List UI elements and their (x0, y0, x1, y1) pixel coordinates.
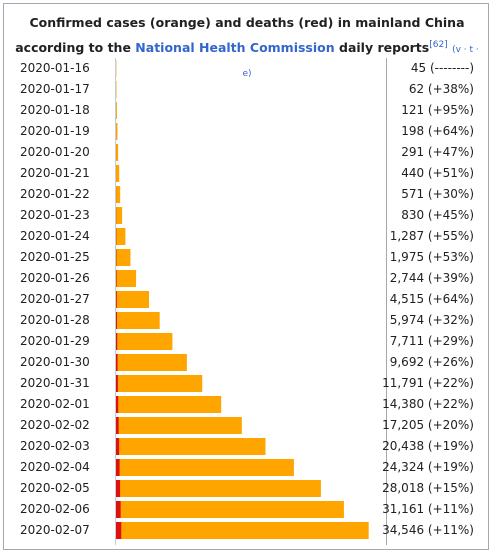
cases-bar (116, 375, 203, 392)
value-label: 14,380 (+22%) (382, 397, 474, 411)
deaths-bar (116, 354, 118, 371)
cases-bar (116, 459, 294, 476)
value-label: 121 (+95%) (401, 103, 474, 117)
value-label: 571 (+30%) (401, 187, 474, 201)
title-end: daily reports (339, 40, 430, 56)
deaths-bar (116, 417, 119, 434)
date-label: 2020-02-06 (20, 502, 90, 516)
cases-bar (116, 312, 160, 329)
deaths-bar (116, 501, 121, 518)
deaths-bar (116, 522, 122, 539)
cases-bar (116, 354, 187, 371)
value-label: 9,692 (+26%) (390, 355, 474, 369)
date-label: 2020-01-29 (20, 334, 90, 348)
date-label: 2020-02-07 (20, 523, 90, 537)
date-label: 2020-01-25 (20, 250, 90, 264)
date-label: 2020-01-22 (20, 187, 90, 201)
value-label: 291 (+47%) (401, 145, 474, 159)
date-label: 2020-01-20 (20, 145, 90, 159)
date-label: 2020-02-04 (20, 460, 90, 474)
value-label: 28,018 (+15%) (382, 481, 474, 495)
cases-bar (116, 144, 119, 161)
date-label: 2020-01-28 (20, 313, 90, 327)
date-label: 2020-01-17 (20, 82, 90, 96)
value-label: 17,205 (+20%) (382, 418, 474, 432)
citation[interactable]: [62] (429, 40, 448, 50)
date-label: 2020-02-05 (20, 481, 90, 495)
value-label: 45 (--------) (411, 61, 474, 75)
value-label: 198 (+64%) (401, 124, 474, 138)
value-label: 1,975 (+53%) (390, 250, 474, 264)
date-label: 2020-01-23 (20, 208, 90, 222)
cases-bar (116, 228, 126, 245)
value-label: 2,744 (+39%) (390, 271, 474, 285)
value-label: 5,974 (+32%) (390, 313, 474, 327)
date-label: 2020-02-01 (20, 397, 90, 411)
date-label: 2020-01-31 (20, 376, 90, 390)
deaths-bar (116, 480, 121, 497)
cases-bar (116, 102, 117, 119)
cases-bar (116, 417, 242, 434)
date-label: 2020-01-27 (20, 292, 90, 306)
cases-bar (116, 333, 173, 350)
value-label: 1,287 (+55%) (390, 229, 474, 243)
value-label: 11,791 (+22%) (382, 376, 474, 390)
cases-bar (116, 207, 123, 224)
deaths-bar (116, 459, 120, 476)
deaths-bar (116, 375, 118, 392)
date-label: 2020-01-30 (20, 355, 90, 369)
cases-bar (116, 501, 344, 518)
value-label: 24,324 (+19%) (382, 460, 474, 474)
nav-links: (v · t · e) (242, 45, 479, 80)
value-label: 34,546 (+11%) (382, 523, 474, 537)
nav-link[interactable]: t (469, 45, 474, 56)
date-label: 2020-02-02 (20, 418, 90, 432)
title-link[interactable]: National Health Commission (135, 40, 335, 56)
value-label: 830 (+45%) (401, 208, 474, 222)
chart-title: Confirmed cases (orange) and deaths (red… (10, 12, 484, 85)
cases-bar (116, 249, 131, 266)
title-text: Confirmed cases (orange) and deaths (red… (15, 15, 465, 56)
date-label: 2020-01-19 (20, 124, 90, 138)
deaths-bar (116, 438, 120, 455)
value-label: 31,161 (+11%) (382, 502, 474, 516)
date-label: 2020-01-26 (20, 271, 90, 285)
value-label: 7,711 (+29%) (390, 334, 474, 348)
deaths-bar (116, 270, 117, 287)
date-label: 2020-01-18 (20, 103, 90, 117)
cases-bar (116, 270, 137, 287)
nav-link[interactable]: e (242, 69, 249, 80)
value-label: 20,438 (+19%) (382, 439, 474, 453)
cases-bar (116, 438, 266, 455)
cases-bar (116, 186, 121, 203)
deaths-bar (116, 312, 117, 329)
date-label: 2020-01-16 (20, 61, 90, 75)
date-label: 2020-01-24 (20, 229, 90, 243)
date-label: 2020-02-03 (20, 439, 90, 453)
cases-bar (116, 522, 369, 539)
value-label: 62 (+38%) (409, 82, 474, 96)
value-label: 4,515 (+64%) (390, 292, 474, 306)
deaths-bar (116, 333, 118, 350)
cases-bar (116, 123, 118, 140)
nav-link[interactable]: v (455, 45, 461, 56)
cases-bar (116, 396, 222, 413)
deaths-bar (116, 291, 117, 308)
deaths-bar (116, 396, 119, 413)
table-border (3, 3, 489, 550)
date-label: 2020-01-21 (20, 166, 90, 180)
value-label: 440 (+51%) (401, 166, 474, 180)
cases-bar (116, 480, 321, 497)
cases-bar (116, 291, 150, 308)
cases-bar (116, 165, 120, 182)
